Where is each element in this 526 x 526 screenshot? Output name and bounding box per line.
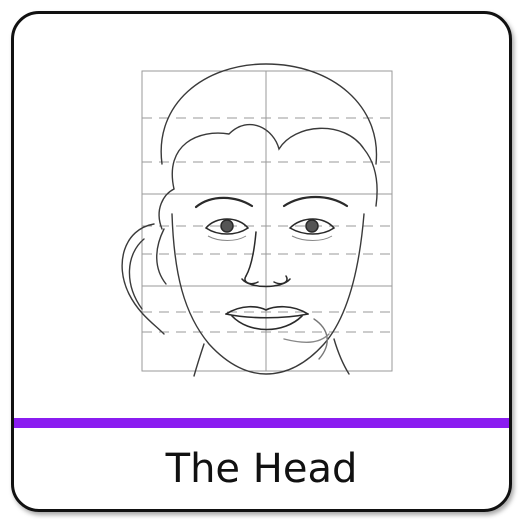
accent-divider	[14, 418, 509, 428]
head-sketch-illustration	[121, 63, 393, 377]
card-title: The Head	[165, 445, 358, 492]
lesson-card[interactable]: The Head	[11, 11, 512, 512]
